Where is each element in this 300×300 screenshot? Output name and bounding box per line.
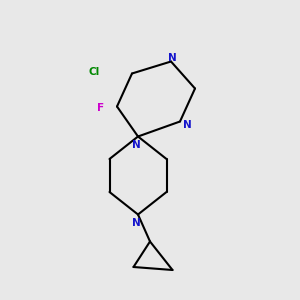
Text: F: F [97, 103, 104, 113]
Text: N: N [132, 140, 141, 150]
Text: N: N [168, 52, 177, 63]
Text: N: N [132, 218, 141, 228]
Text: Cl: Cl [89, 67, 100, 77]
Text: N: N [183, 119, 192, 130]
